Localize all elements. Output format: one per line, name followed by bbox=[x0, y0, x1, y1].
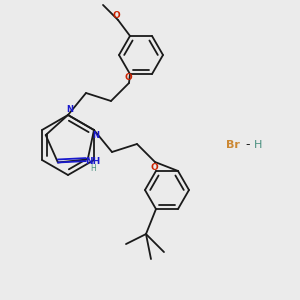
Text: N: N bbox=[92, 130, 100, 140]
Text: Br: Br bbox=[226, 140, 240, 150]
Text: NH: NH bbox=[85, 157, 100, 166]
Text: N: N bbox=[67, 106, 73, 115]
Text: O: O bbox=[150, 163, 158, 172]
Text: H: H bbox=[90, 164, 96, 172]
Text: O: O bbox=[112, 11, 120, 20]
Text: -: - bbox=[246, 139, 250, 152]
Text: H: H bbox=[254, 140, 262, 150]
Text: O: O bbox=[124, 74, 132, 82]
